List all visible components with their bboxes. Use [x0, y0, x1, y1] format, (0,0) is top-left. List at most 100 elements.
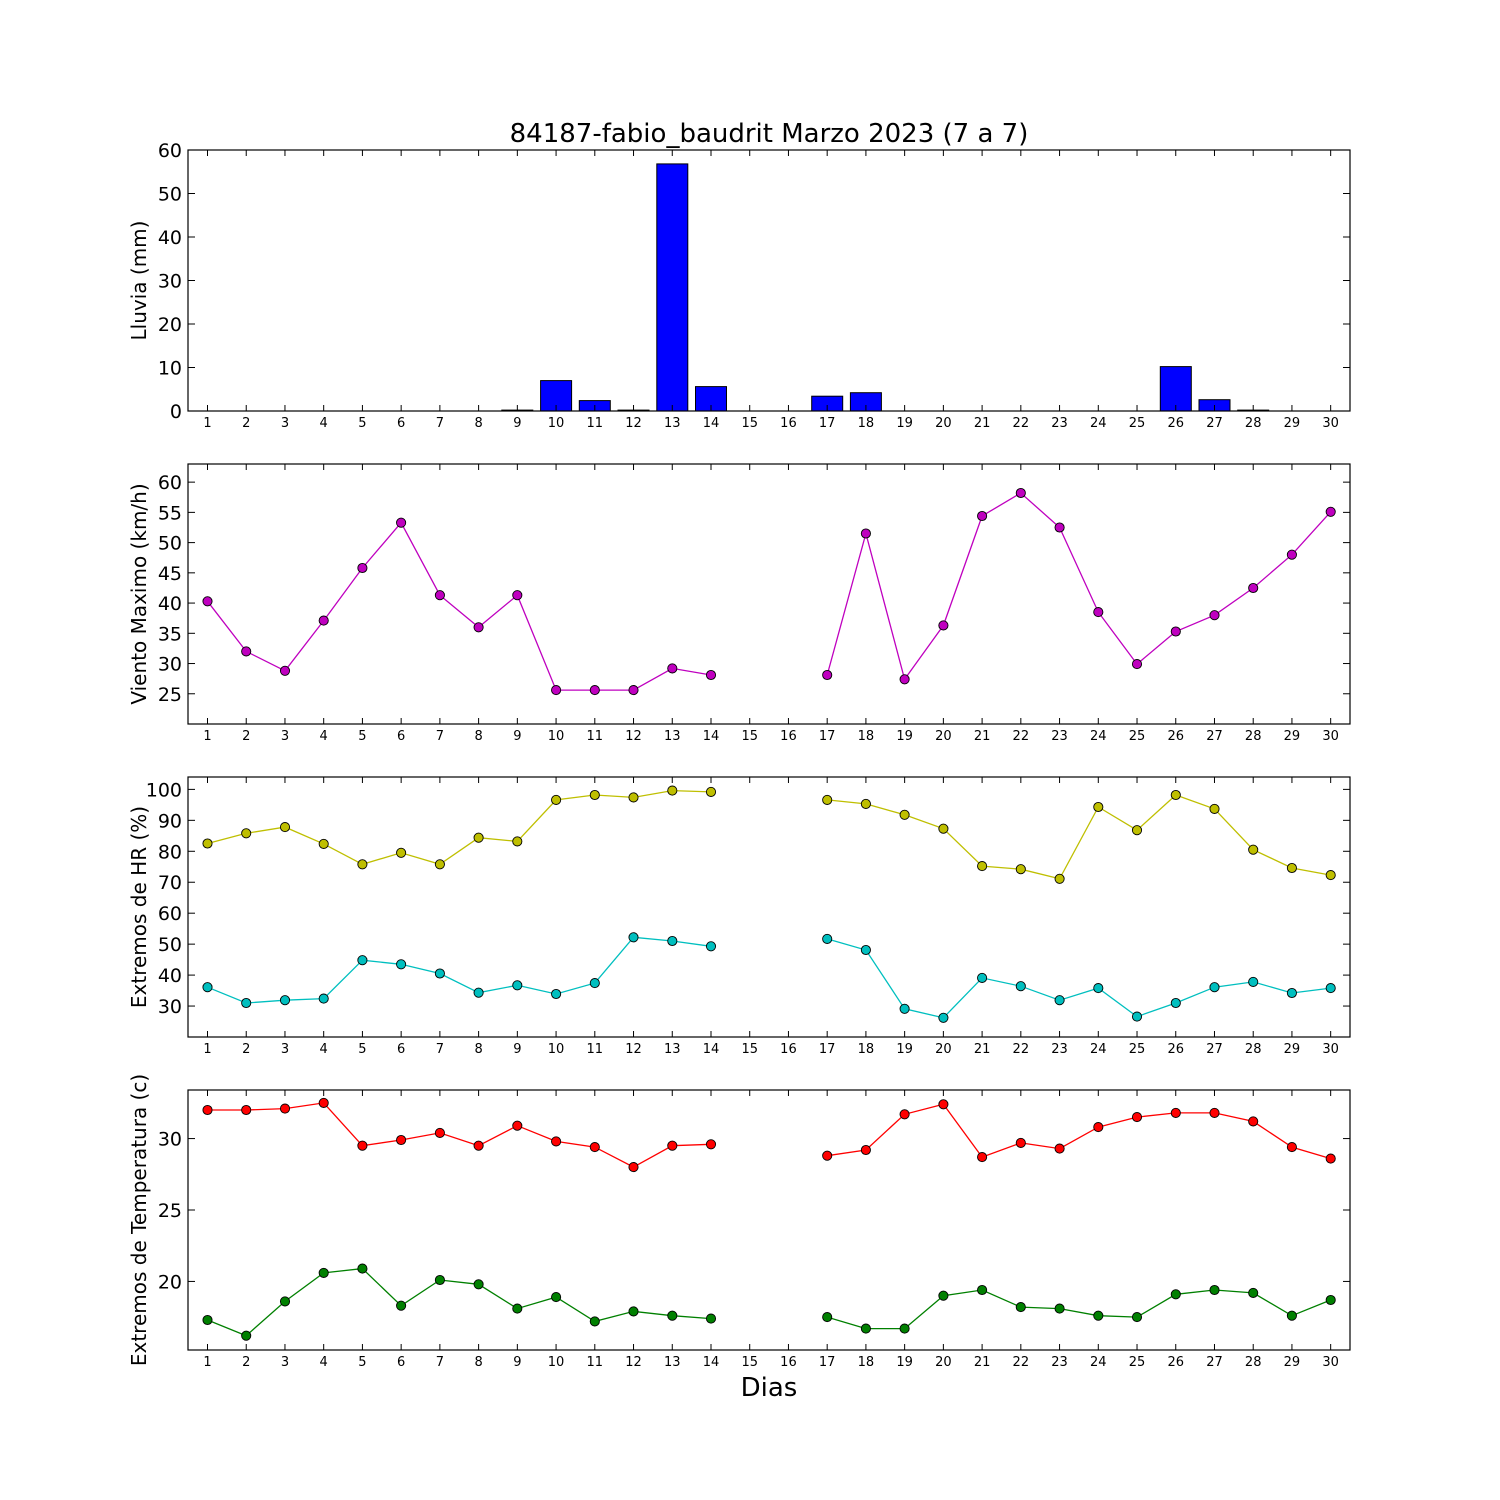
- y-tick-label: 60: [158, 140, 182, 162]
- series-2-point-8: [473, 1279, 484, 1290]
- x-tick-label: 10: [548, 1355, 565, 1370]
- series-1-point-23: [1054, 1143, 1065, 1154]
- series-1-line-segment-1: [207, 789, 712, 866]
- y-axis-label: Extremos de Temperatura (c): [127, 1074, 151, 1366]
- x-tick-label: 14: [703, 729, 720, 744]
- series-1-point-13: [667, 785, 678, 796]
- y-tick-label: 25: [158, 684, 182, 706]
- y-tick-label: 40: [158, 965, 182, 987]
- series-1-point-12: [628, 1162, 639, 1173]
- x-tick-label: 29: [1284, 729, 1301, 744]
- series-1-point-24: [1093, 801, 1104, 813]
- series-1-point-7: [434, 1127, 445, 1138]
- series-2-point-23: [1054, 1303, 1065, 1314]
- series-2-point-13: [667, 935, 678, 947]
- series-2-point-23: [1054, 995, 1065, 1006]
- series-1-point-17: [822, 669, 833, 681]
- series-1-point-11: [589, 685, 600, 696]
- plot-frame: [187, 463, 1351, 725]
- series-2-point-29: [1286, 987, 1297, 999]
- series-1-point-4: [318, 615, 329, 626]
- x-tick-label: 10: [548, 1042, 565, 1057]
- x-tick-label: 17: [819, 1355, 836, 1370]
- x-tick-label: 30: [1322, 416, 1339, 431]
- series-1-point-5: [357, 859, 368, 870]
- x-tick-label: 5: [358, 1355, 366, 1370]
- x-tick-label: 11: [587, 729, 604, 744]
- series-2-point-7: [434, 1274, 445, 1286]
- x-tick-label: 7: [436, 1042, 444, 1057]
- y-axis-label: Lluvia (mm): [127, 221, 151, 341]
- x-tick-label: 12: [625, 1042, 642, 1057]
- series-1-point-17: [822, 1150, 833, 1161]
- series-2-point-8: [473, 987, 484, 998]
- series-1-point-18: [860, 528, 871, 539]
- series-2-point-13: [667, 1310, 678, 1321]
- series-1-point-10: [551, 1136, 562, 1147]
- x-tick-label: 22: [1013, 1355, 1030, 1370]
- x-tick-label: 1: [203, 1042, 211, 1057]
- x-tick-label: 21: [974, 729, 991, 744]
- x-tick-label: 13: [664, 1355, 681, 1370]
- y-tick-label: 55: [158, 502, 182, 524]
- x-tick-label: 23: [1051, 416, 1068, 431]
- series-2-point-21: [977, 972, 988, 983]
- x-tick-label: 8: [474, 1355, 482, 1370]
- chart-title: 84187-fabio_baudrit Marzo 2023 (7 a 7): [510, 119, 1029, 149]
- x-tick-label: 21: [974, 416, 991, 431]
- x-tick-label: 6: [397, 1042, 405, 1057]
- series-1-point-9: [512, 836, 523, 847]
- x-tick-label: 22: [1013, 416, 1030, 431]
- series-1-point-22: [1015, 1137, 1026, 1148]
- x-tick-label: 9: [513, 416, 521, 431]
- x-tick-label: 7: [436, 1355, 444, 1370]
- series-2-point-17: [822, 933, 833, 944]
- x-tick-label: 17: [819, 1042, 836, 1057]
- y-tick-label: 30: [158, 654, 182, 676]
- y-tick-label: 20: [158, 1271, 182, 1293]
- series-1-line-segment-2: [827, 794, 1331, 880]
- x-tick-label: 15: [741, 729, 758, 744]
- series-1-point-6: [396, 847, 407, 858]
- x-tick-label: 27: [1206, 729, 1223, 744]
- series-1-point-22: [1015, 487, 1026, 499]
- series-1-point-21: [977, 861, 988, 872]
- x-tick-label: 28: [1245, 729, 1262, 744]
- series-1-point-7: [434, 590, 445, 601]
- x-tick-label: 29: [1284, 1042, 1301, 1057]
- y-tick-label: 100: [146, 779, 182, 801]
- series-1-point-20: [938, 823, 949, 834]
- x-tick-label: 10: [548, 729, 565, 744]
- series-2-point-1: [202, 982, 213, 993]
- series-1-point-12: [628, 792, 639, 803]
- x-tick-label: 2: [242, 729, 250, 744]
- series-1-point-19: [899, 1109, 910, 1120]
- x-tick-label: 6: [397, 729, 405, 744]
- y-tick-label: 70: [158, 872, 182, 894]
- x-tick-label: 29: [1284, 416, 1301, 431]
- series-1-point-10: [551, 685, 562, 696]
- x-tick-label: 25: [1129, 1042, 1146, 1057]
- x-tick-label: 25: [1129, 1355, 1146, 1370]
- bar-10: [540, 380, 573, 412]
- x-tick-label: 5: [358, 1042, 366, 1057]
- x-tick-label: 19: [896, 416, 913, 431]
- series-1-point-20: [938, 620, 949, 631]
- x-tick-label: 21: [974, 1355, 991, 1370]
- series-2-point-2: [241, 1330, 252, 1341]
- x-tick-label: 30: [1322, 729, 1339, 744]
- series-1-point-13: [667, 663, 678, 674]
- x-tick-label: 4: [320, 1355, 328, 1370]
- x-tick-label: 3: [281, 729, 289, 744]
- series-1-point-3: [279, 665, 291, 676]
- series-1-point-27: [1209, 610, 1220, 621]
- x-tick-label: 25: [1129, 416, 1146, 431]
- x-tick-label: 29: [1284, 1355, 1301, 1370]
- y-tick-label: 40: [158, 593, 182, 615]
- x-tick-label: 14: [703, 1042, 720, 1057]
- x-tick-label: 28: [1245, 1355, 1262, 1370]
- series-2-point-24: [1093, 983, 1104, 994]
- series-2-point-17: [822, 1312, 833, 1323]
- x-tick-label: 10: [548, 416, 565, 431]
